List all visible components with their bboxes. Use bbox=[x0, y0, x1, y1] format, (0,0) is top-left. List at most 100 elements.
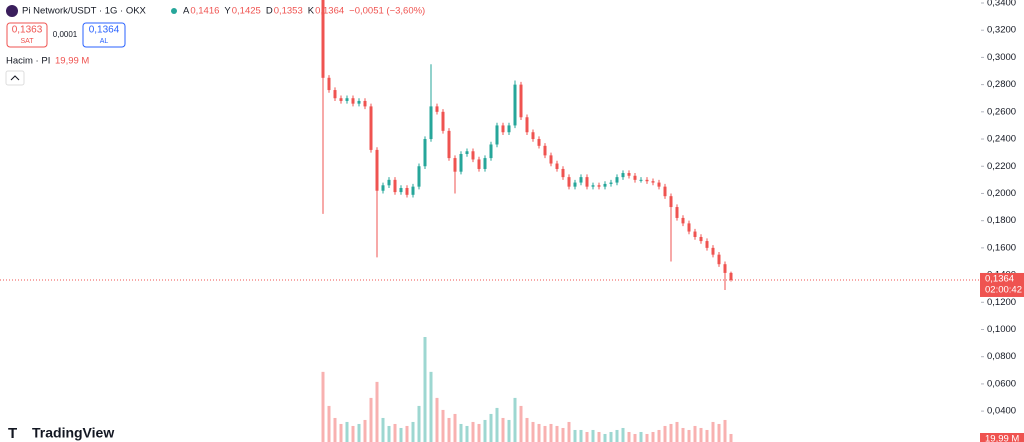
volume-bar bbox=[717, 423, 721, 442]
volume-bar bbox=[567, 421, 571, 442]
candle-body bbox=[501, 125, 505, 133]
candle-body bbox=[567, 177, 571, 187]
candle-body bbox=[651, 181, 655, 183]
candle-body bbox=[375, 149, 379, 191]
y-tick-label: 0,2800 bbox=[987, 79, 1016, 90]
volume-bar bbox=[645, 433, 649, 442]
candle-body bbox=[399, 188, 403, 193]
volume-bar bbox=[681, 427, 685, 442]
volume-bar bbox=[339, 423, 343, 442]
volume-bar bbox=[633, 433, 637, 442]
status-dot bbox=[171, 8, 177, 14]
volume-bar bbox=[369, 397, 373, 442]
volume-bar bbox=[429, 371, 433, 442]
volume-bar bbox=[537, 423, 541, 442]
candle-body bbox=[579, 177, 583, 183]
volume-bar bbox=[321, 371, 325, 442]
y-tick-label: 0,1000 bbox=[987, 324, 1016, 335]
candle-body bbox=[543, 145, 547, 156]
volume-bar bbox=[495, 407, 499, 442]
ohlc-value: 0,1425 bbox=[232, 6, 261, 17]
volume-bar bbox=[483, 419, 487, 442]
y-tick-label: 0,0400 bbox=[987, 406, 1016, 417]
volume-bar bbox=[723, 419, 727, 442]
candle-body bbox=[519, 84, 523, 118]
candle-body bbox=[645, 179, 649, 182]
volume-bar bbox=[579, 429, 583, 442]
volume-bar bbox=[327, 405, 331, 442]
collapse-button[interactable] bbox=[5, 70, 25, 86]
candle-body bbox=[381, 185, 385, 191]
candle-body bbox=[729, 272, 733, 280]
candle-body bbox=[597, 185, 601, 187]
volume-bar bbox=[477, 423, 481, 442]
volume-bar bbox=[387, 425, 391, 442]
candle-body bbox=[549, 155, 553, 164]
candle-body bbox=[363, 100, 367, 107]
y-tick-label: 0,2400 bbox=[987, 134, 1016, 145]
candle-body bbox=[489, 144, 493, 159]
header: Pi Network/USDT · 1G · OKX A 0,1416 Y 0,142… bbox=[5, 5, 425, 86]
candle-body bbox=[723, 264, 727, 273]
volume-bar bbox=[399, 427, 403, 442]
candle-body bbox=[555, 163, 559, 169]
sell-button[interactable] bbox=[6, 22, 48, 48]
volume-bar bbox=[699, 427, 703, 442]
candle-body bbox=[717, 254, 721, 265]
candle-body bbox=[657, 182, 661, 187]
volume-bar bbox=[393, 423, 397, 442]
volume-bar bbox=[663, 425, 667, 442]
candle-body bbox=[321, 0, 325, 78]
volume-bar bbox=[687, 429, 691, 442]
y-tick-label: 0,2200 bbox=[987, 161, 1016, 172]
volume-bar bbox=[351, 425, 355, 442]
candle-body bbox=[705, 241, 709, 248]
candle-body bbox=[561, 168, 565, 178]
volume-bar bbox=[381, 417, 385, 442]
volume-bar bbox=[555, 425, 559, 442]
volume-legend-label: Hacim · PI bbox=[6, 56, 50, 67]
volume-bar bbox=[561, 427, 565, 442]
candle-body bbox=[573, 182, 577, 187]
candle-body bbox=[585, 177, 589, 187]
volume-bar bbox=[705, 429, 709, 442]
candle-body bbox=[369, 106, 373, 150]
ohlc-value: 0,1353 bbox=[274, 6, 303, 17]
volume-bar bbox=[729, 433, 733, 442]
volume-bar bbox=[585, 431, 589, 442]
volume-bar bbox=[501, 417, 505, 442]
volume-bar bbox=[465, 425, 469, 442]
volume-label: 19,99 M bbox=[985, 434, 1019, 442]
volume-bar bbox=[639, 431, 643, 442]
volume-bar bbox=[513, 397, 517, 442]
y-tick-label: 0,1600 bbox=[987, 242, 1016, 253]
last-price-label: 0,1364 bbox=[985, 273, 1014, 284]
collapse-icon bbox=[10, 75, 20, 81]
volume-bar bbox=[627, 431, 631, 442]
volume-bar bbox=[531, 421, 535, 442]
volume-bar bbox=[357, 423, 361, 442]
volume-bar bbox=[675, 421, 679, 442]
candle-body bbox=[639, 179, 643, 181]
y-tick-label: 0,0800 bbox=[987, 351, 1016, 362]
symbol-icon bbox=[6, 5, 18, 17]
volume-bar bbox=[591, 429, 595, 442]
ohlc-change: −0,0051 (−3,60%) bbox=[349, 6, 425, 17]
buy-button[interactable] bbox=[82, 22, 126, 48]
candle-body bbox=[357, 100, 361, 104]
y-tick-label: 0,0600 bbox=[987, 378, 1016, 389]
candle-body bbox=[663, 186, 667, 197]
volume-bar bbox=[405, 425, 409, 442]
volume-bar bbox=[471, 421, 475, 442]
y-tick-label: 0,3400 bbox=[987, 0, 1016, 9]
volume-bar bbox=[441, 409, 445, 442]
candle-body bbox=[327, 77, 331, 91]
volume-bar bbox=[669, 423, 673, 442]
y-tick-label: 0,1800 bbox=[987, 215, 1016, 226]
candle-body bbox=[423, 139, 427, 167]
sell-price: 0,1363 bbox=[12, 25, 43, 36]
candle-body bbox=[591, 185, 595, 187]
candle-body bbox=[333, 90, 337, 99]
candle-body bbox=[393, 179, 397, 193]
